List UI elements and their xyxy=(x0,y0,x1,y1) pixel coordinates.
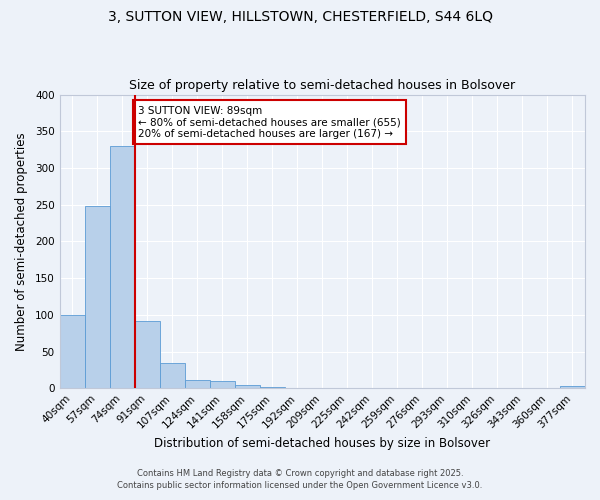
Text: 3 SUTTON VIEW: 89sqm
← 80% of semi-detached houses are smaller (655)
20% of semi: 3 SUTTON VIEW: 89sqm ← 80% of semi-detac… xyxy=(139,106,401,139)
Y-axis label: Number of semi-detached properties: Number of semi-detached properties xyxy=(15,132,28,351)
Bar xyxy=(160,364,185,388)
Text: Contains HM Land Registry data © Crown copyright and database right 2025.
Contai: Contains HM Land Registry data © Crown c… xyxy=(118,468,482,490)
Bar xyxy=(110,146,134,388)
Bar xyxy=(134,321,160,388)
Bar xyxy=(59,315,85,388)
Bar xyxy=(185,380,209,388)
Bar xyxy=(260,387,285,388)
Bar xyxy=(235,386,260,388)
X-axis label: Distribution of semi-detached houses by size in Bolsover: Distribution of semi-detached houses by … xyxy=(154,437,490,450)
Title: Size of property relative to semi-detached houses in Bolsover: Size of property relative to semi-detach… xyxy=(129,79,515,92)
Bar xyxy=(560,386,585,388)
Bar xyxy=(209,381,235,388)
Bar xyxy=(85,206,110,388)
Text: 3, SUTTON VIEW, HILLSTOWN, CHESTERFIELD, S44 6LQ: 3, SUTTON VIEW, HILLSTOWN, CHESTERFIELD,… xyxy=(107,10,493,24)
